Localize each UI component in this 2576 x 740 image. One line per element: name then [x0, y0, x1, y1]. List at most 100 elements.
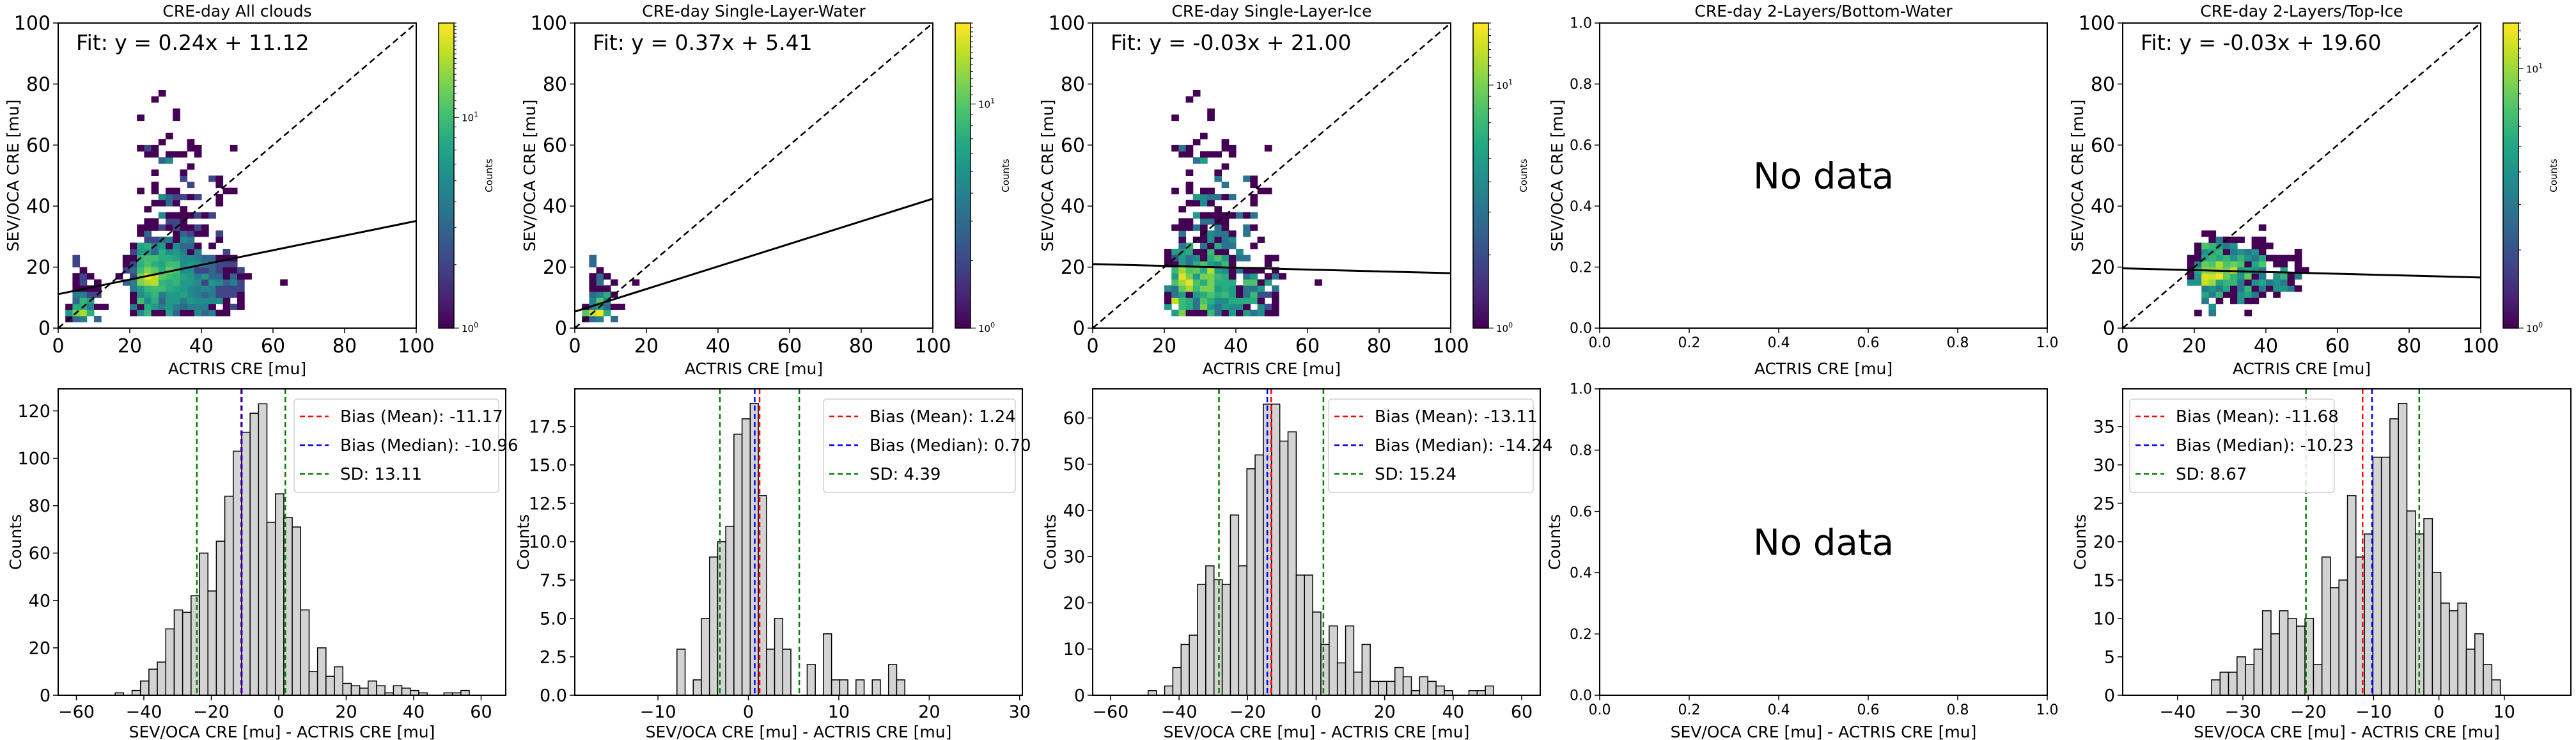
y-tick-label: 80	[543, 74, 567, 96]
heatmap-cell	[2215, 279, 2224, 286]
y-axis-label: SEV/OCA CRE [mu]	[4, 100, 22, 252]
histogram-bar	[1419, 676, 1428, 696]
histogram-bar	[2346, 495, 2357, 696]
heatmap-cell	[222, 297, 231, 304]
heatmap-cell	[187, 139, 195, 146]
heatmap-cell	[1221, 297, 1229, 304]
histogram-bar	[334, 666, 343, 696]
y-tick-label: 0.0	[540, 686, 567, 705]
heatmap-cell	[173, 242, 180, 249]
heatmap-cell	[2280, 279, 2288, 286]
heatmap-cell	[1164, 297, 1172, 304]
colorbar-label: Counts	[1518, 159, 1529, 193]
heatmap-cell	[2251, 236, 2260, 243]
fit-equation: Fit: y = 0.24x + 11.12	[76, 30, 309, 55]
heatmap-cell	[589, 285, 597, 292]
y-tick-label: 10	[2093, 609, 2115, 629]
legend-entry: SD: 15.24	[1375, 465, 1456, 484]
x-tick-label: 0.8	[1947, 702, 1969, 718]
y-tick-label: 40	[29, 591, 51, 611]
heatmap-cell	[1178, 310, 1187, 317]
heatmap-cell	[1214, 261, 1222, 268]
heatmap-cell	[173, 279, 180, 286]
x-tick-label: 0.8	[1947, 335, 1969, 351]
heatmap-cell	[2194, 273, 2202, 280]
heatmap-cell	[2258, 255, 2267, 262]
heatmap-cell	[144, 255, 152, 262]
histogram-axes	[1599, 388, 2048, 696]
legend-box	[823, 398, 1016, 493]
heatmap-cell	[1178, 273, 1187, 280]
histogram-bar	[1361, 643, 1371, 696]
heatmap-cell	[611, 279, 618, 286]
x-tick-label: 80	[1367, 335, 1391, 358]
heatmap-cell	[230, 261, 238, 268]
heatmap-cell	[589, 279, 597, 286]
x-tick-label: 60	[777, 335, 802, 358]
y-tick-label: 0.0	[1570, 688, 1592, 704]
histogram-bar	[2380, 457, 2391, 696]
heatmap-cell	[2244, 279, 2252, 286]
heatmap-cell	[2208, 242, 2217, 249]
histogram-bar	[701, 618, 710, 696]
heatmap-cell	[237, 267, 245, 274]
heatmap-cell	[201, 273, 209, 280]
heatmap-cell	[1164, 248, 1172, 256]
heatmap-cell	[194, 285, 202, 292]
x-tick-label: 0.2	[1678, 335, 1701, 351]
y-tick-label: 40	[543, 196, 567, 218]
heatmap-cell	[187, 248, 195, 256]
histogram-bar	[896, 679, 905, 696]
heatmap-cell	[151, 182, 159, 189]
heatmap-cell	[2258, 267, 2267, 274]
heatmap-cell	[72, 303, 81, 310]
heatmap-cell	[173, 212, 180, 219]
heatmap-cell	[1272, 285, 1279, 292]
heatmap-cell	[173, 194, 180, 201]
x-tick-label: −20	[1229, 702, 1266, 722]
heatmap-cell	[1228, 236, 1237, 243]
heatmap-cell	[589, 261, 597, 268]
y-tick-label: 20	[1061, 256, 1085, 279]
legend-entry: SD: 4.39	[870, 465, 941, 484]
heatmap-cell	[2273, 255, 2281, 262]
heatmap-cell	[2237, 267, 2245, 274]
heatmap-cell	[130, 291, 137, 298]
heatmap-cell	[130, 273, 137, 280]
heatmap-cell	[72, 279, 81, 286]
heatmap-cell	[144, 279, 152, 286]
heatmap-cell	[1221, 218, 1229, 225]
scatter-panel-scatter-sli: Fit: y = -0.03x + 21.00 100 101 Counts 0 20 40…	[1038, 2, 1529, 378]
heatmap-cell	[180, 297, 188, 304]
heatmap-cell	[2201, 291, 2209, 298]
heatmap-cell	[1185, 267, 1194, 274]
heatmap-cell	[1200, 200, 1208, 207]
heatmap-cell	[201, 224, 209, 231]
histogram-bar	[1295, 574, 1305, 696]
y-tick-label: 0.6	[1570, 504, 1592, 520]
heatmap-cell	[1214, 310, 1222, 317]
heatmap-cell	[1207, 212, 1215, 219]
y-tick-label: 20	[2093, 532, 2115, 552]
y-axis-label: SEV/OCA CRE [mu]	[520, 100, 539, 252]
heatmap-cell	[1214, 242, 1222, 249]
heatmap-cell	[222, 261, 231, 268]
heatmap-cell	[158, 303, 166, 310]
heatmap-cell	[2208, 303, 2217, 310]
heatmap-cell	[1200, 224, 1208, 231]
histogram-bar	[207, 590, 217, 696]
heatmap-cell	[1207, 218, 1215, 225]
y-tick-label: 20	[29, 638, 51, 658]
heatmap-cell	[1243, 303, 1251, 310]
histogram-bar	[1164, 685, 1174, 696]
heatmap-cell	[1228, 145, 1237, 152]
heatmap-cell	[1207, 310, 1215, 317]
heatmap-cell	[1185, 261, 1194, 268]
y-tick-label: 35	[2093, 417, 2115, 437]
heatmap-cell	[2222, 285, 2231, 292]
heatmap-cell	[166, 242, 173, 249]
heatmap-cell	[166, 157, 173, 164]
heatmap-cell	[2187, 261, 2195, 268]
histogram-bar	[2279, 610, 2289, 696]
one-to-one-line	[58, 22, 417, 329]
